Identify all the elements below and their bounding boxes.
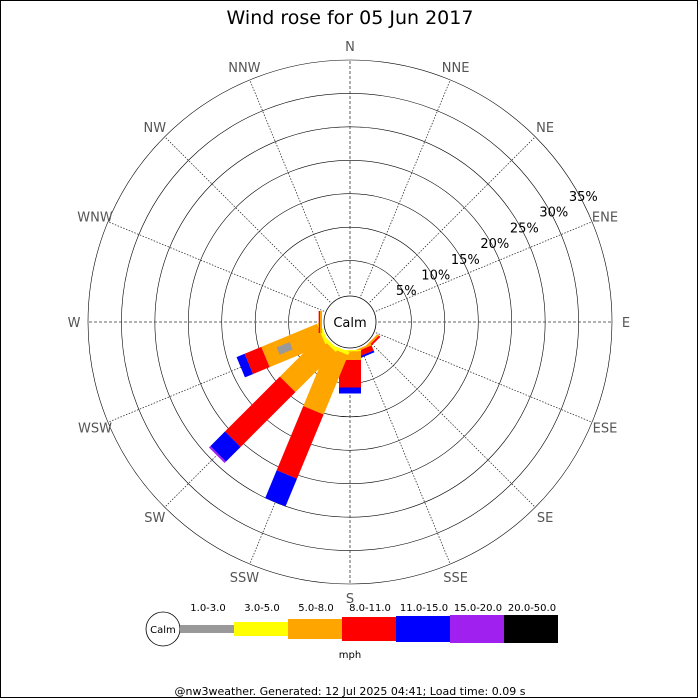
radial-line-se <box>369 341 536 508</box>
bar-ssw-bin-2 <box>303 346 349 415</box>
percent-ring-labels: 5% 10%15%20%25%30%35% <box>396 190 598 299</box>
legend-swatch-6 <box>504 615 558 643</box>
bar-s-bin-4 <box>339 387 361 394</box>
radial-line-ese <box>375 332 593 423</box>
legend-calm-label: Calm <box>150 625 176 636</box>
direction-label-ene: ENE <box>592 210 618 225</box>
direction-label-nne: NNE <box>442 61 470 76</box>
bar-extra-segment-0 <box>276 342 293 355</box>
radial-line-ene <box>375 221 593 312</box>
legend-label-1: 3.0-5.0 <box>244 603 279 614</box>
direction-label-sw: SW <box>144 511 165 526</box>
grid-ring-3 <box>187 159 513 485</box>
speed-legend: Calm 1.0-3.0 3.0-5.0 5.0-8.0 8.0-11.0 11.0-15… <box>145 603 558 661</box>
direction-label-ese: ESE <box>593 422 618 437</box>
ring-label-4: 25% <box>510 221 539 236</box>
legend-swatch-2 <box>288 619 342 639</box>
legend-swatch-5 <box>450 615 504 643</box>
bar-w-bin-3 <box>318 311 320 333</box>
bar-sw-bin-4 <box>210 431 241 462</box>
direction-label-wnw: WNW <box>77 210 113 225</box>
ring-label-3: 20% <box>480 237 509 252</box>
calm-label: Calm <box>333 316 366 331</box>
legend-label-2: 5.0-8.0 <box>298 603 333 614</box>
bar-wsw-bin-2 <box>261 323 326 368</box>
legend-swatch-4 <box>396 616 450 642</box>
bar-sw-bin-3 <box>225 376 296 447</box>
bar-sw-bin-2 <box>279 336 336 393</box>
direction-label-nw: NW <box>144 121 167 136</box>
ring-label-0: 5% <box>396 284 417 299</box>
bar-wsw-bin-4 <box>236 353 253 378</box>
radial-line-ne <box>369 136 536 303</box>
direction-label-wsw: WSW <box>78 422 112 437</box>
direction-label-sse: SSE <box>443 571 468 586</box>
direction-label-se: SE <box>537 511 553 526</box>
direction-label-n: N <box>345 40 355 55</box>
direction-label-s: S <box>346 592 354 607</box>
legend-label-3: 8.0-11.0 <box>349 603 391 614</box>
radial-line-nw <box>164 136 331 303</box>
direction-labels: N NNE NE ENE E ESE SE SSE S SSW SW WSW W WNW NW NNW <box>68 40 631 607</box>
ring-label-5: 30% <box>539 206 568 221</box>
legend-label-0: 1.0-3.0 <box>190 603 225 614</box>
ring-label-1: 10% <box>421 268 450 283</box>
direction-label-ne: NE <box>536 121 554 136</box>
legend-swatch-0 <box>180 625 234 633</box>
bar-ssw-bin-3 <box>276 406 324 479</box>
grid-ring-6 <box>87 59 613 585</box>
footer-text: @nw3weather. Generated: 12 Jul 2025 04:4… <box>175 685 526 698</box>
bar-sw-bin-5 <box>208 446 226 464</box>
radial-line-wnw <box>107 221 325 312</box>
direction-label-nnw: NNW <box>228 61 260 76</box>
direction-label-e: E <box>622 316 630 331</box>
bar-w-bin-2 <box>319 311 322 333</box>
radial-line-nne <box>360 79 451 297</box>
radial-line-sse <box>360 347 451 565</box>
legend-label-6: 20.0-50.0 <box>508 603 556 614</box>
polar-grid <box>87 59 613 585</box>
legend-label-4: 11.0-15.0 <box>400 603 448 614</box>
legend-label-5: 15.0-20.0 <box>454 603 502 614</box>
direction-label-ssw: SSW <box>230 571 260 586</box>
radial-line-nnw <box>249 79 340 297</box>
bar-s-bin-3 <box>339 360 361 388</box>
ring-label-2: 15% <box>451 253 480 268</box>
legend-units-label: mph <box>339 650 361 661</box>
calm-center: Calm <box>323 295 377 349</box>
ring-label-6: 35% <box>569 190 598 205</box>
bar-ssw-bin-4 <box>265 470 297 507</box>
direction-bars <box>208 311 381 507</box>
legend-swatch-1 <box>234 622 288 636</box>
direction-label-w: W <box>68 316 81 331</box>
calm-circle <box>323 295 377 349</box>
legend-swatch-3 <box>342 617 396 641</box>
bar-wsw-bin-3 <box>244 346 270 375</box>
chart-title: Wind rose for 05 Jun 2017 <box>227 7 474 29</box>
